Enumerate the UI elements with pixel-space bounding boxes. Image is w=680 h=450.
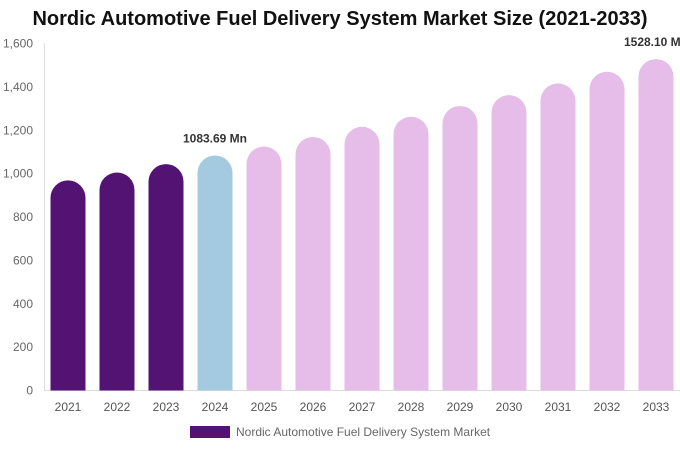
- bar-2024: [197, 155, 233, 391]
- y-tick-label: 1,600: [3, 37, 33, 51]
- x-tick-label: 2024: [202, 400, 229, 414]
- bar-2033: [638, 59, 674, 391]
- y-tick-label: 400: [13, 297, 33, 311]
- bar-2022: [99, 172, 135, 391]
- y-tick-label: 0: [26, 384, 33, 398]
- x-tick-label: 2028: [398, 400, 425, 414]
- bar-2023: [148, 164, 184, 391]
- x-tick-label: 2032: [594, 400, 621, 414]
- legend: Nordic Automotive Fuel Delivery System M…: [190, 425, 490, 439]
- x-tick-label: 2030: [496, 400, 523, 414]
- data-label-2024: 1083.69 Mn: [183, 131, 247, 145]
- legend-swatch: [190, 426, 230, 438]
- x-tick-label: 2026: [300, 400, 327, 414]
- bar-2030: [491, 95, 527, 391]
- x-tick-label: 2033: [643, 400, 670, 414]
- x-tick-label: 2022: [104, 400, 131, 414]
- bar-2029: [442, 105, 478, 391]
- bar-2031: [540, 83, 576, 391]
- y-tick-label: 200: [13, 340, 33, 354]
- x-tick-label: 2027: [349, 400, 376, 414]
- x-tick-label: 2023: [153, 400, 180, 414]
- bar-2028: [393, 116, 429, 391]
- y-tick-label: 600: [13, 253, 33, 267]
- bar-2025: [246, 146, 282, 391]
- legend-label: Nordic Automotive Fuel Delivery System M…: [236, 425, 491, 439]
- y-tick-label: 800: [13, 210, 33, 224]
- bar-2026: [295, 136, 331, 391]
- x-tick-label: 2021: [55, 400, 82, 414]
- bar-2032: [589, 71, 625, 391]
- x-tick-label: 2025: [251, 400, 278, 414]
- y-tick-label: 1,000: [3, 167, 33, 181]
- x-tick-label: 2031: [545, 400, 572, 414]
- bar-2021: [50, 180, 86, 391]
- bar-2027: [344, 126, 380, 391]
- data-label-2033: 1528.10 Mn: [624, 35, 680, 49]
- y-tick-label: 1,200: [3, 123, 33, 137]
- y-tick-label: 1,400: [3, 80, 33, 94]
- chart-title: Nordic Automotive Fuel Delivery System M…: [32, 8, 648, 30]
- x-tick-label: 2029: [447, 400, 474, 414]
